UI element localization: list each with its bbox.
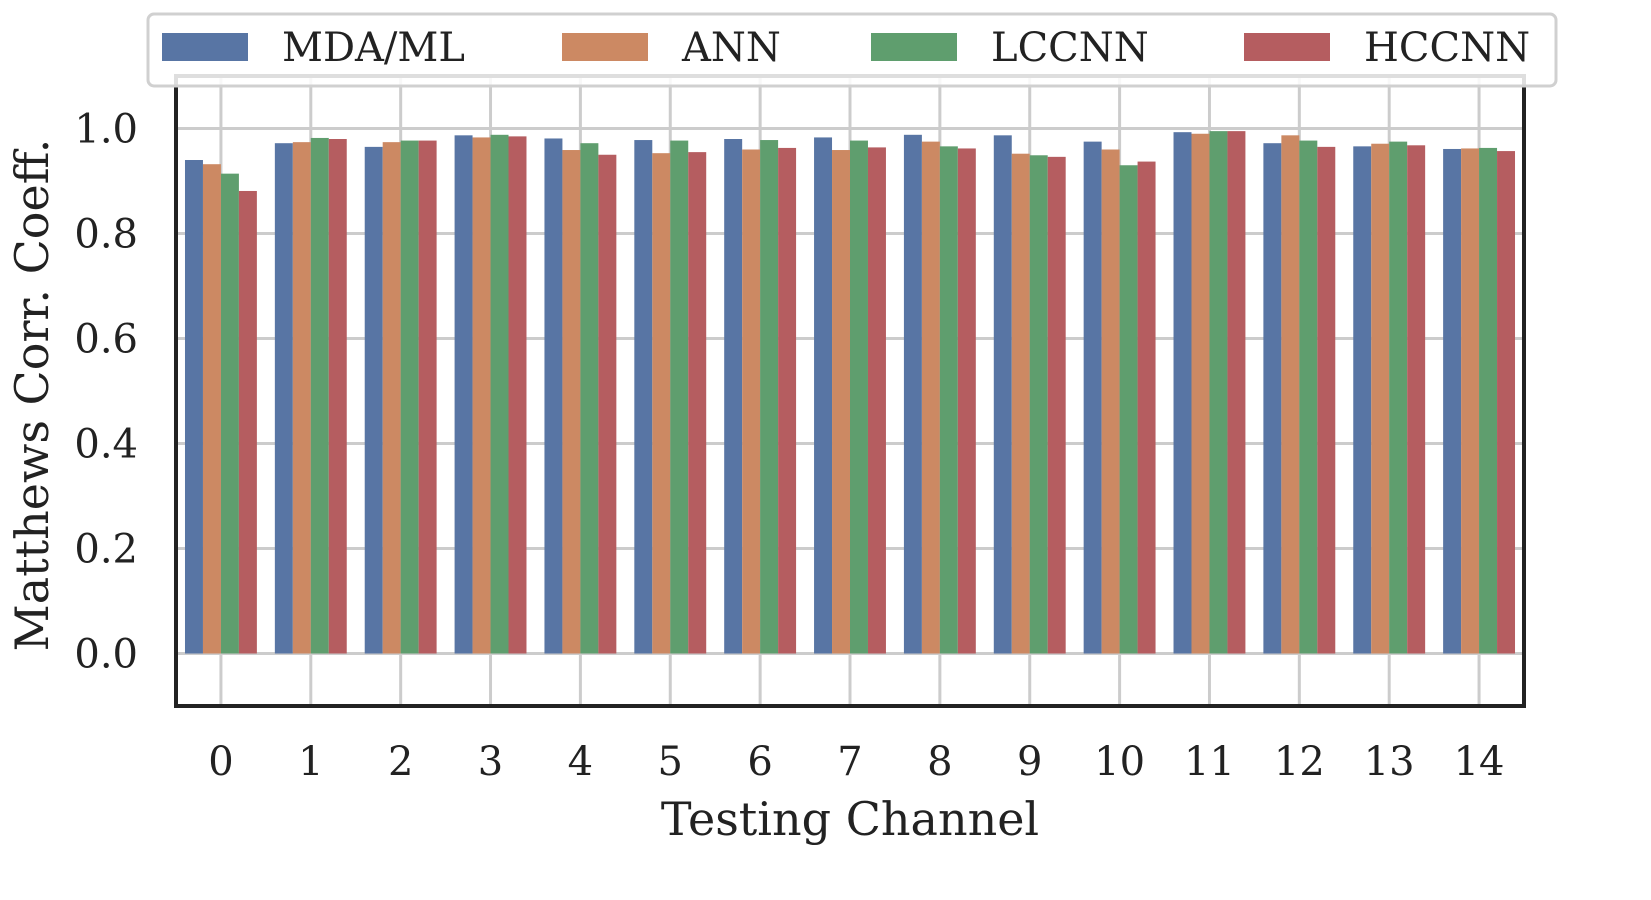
- bar-ann-ch13: [1371, 143, 1390, 654]
- bar-hccnn-ch2: [418, 140, 437, 654]
- bar-hccnn-ch9: [1047, 156, 1066, 654]
- bar-mda-ml-ch13: [1353, 146, 1372, 654]
- bar-ann-ch10: [1101, 149, 1120, 654]
- y-tick-label: 0.4: [74, 422, 138, 468]
- bar-ann-ch7: [832, 150, 850, 654]
- bar-ann-ch3: [472, 137, 491, 654]
- bar-mda-ml-ch4: [544, 138, 563, 654]
- x-tick-label: 11: [1184, 739, 1235, 785]
- bars: [184, 131, 1516, 654]
- x-tick-label: 10: [1094, 739, 1145, 785]
- y-tick-label: 0.0: [74, 632, 138, 678]
- x-tick-label: 6: [747, 739, 772, 785]
- x-tick-label: 1: [298, 739, 323, 785]
- bar-lccnn-ch8: [939, 146, 958, 654]
- bar-ann-ch0: [202, 164, 221, 654]
- bar-mda-ml-ch2: [364, 146, 383, 654]
- legend-swatch: [871, 33, 957, 61]
- bar-mda-ml-ch5: [634, 140, 653, 654]
- legend-label: HCCNN: [1364, 25, 1530, 71]
- legend-box: [146, 12, 1558, 88]
- x-tick-labels: 0 1 2 3 4 5 6 7 8 9 10 11 12 13 14: [208, 739, 1504, 785]
- bar-ann-ch2: [382, 142, 401, 654]
- bar-mda-ml-ch10: [1083, 141, 1102, 654]
- x-tick-label: 3: [478, 739, 503, 785]
- y-tick-labels: 0.0 0.2 0.4 0.6 0.8 1.0: [74, 107, 138, 678]
- bar-mda-ml-ch6: [724, 139, 743, 654]
- x-tick-label: 0: [208, 739, 233, 785]
- bar-mda-ml-ch3: [454, 135, 473, 654]
- bar-mda-ml-ch12: [1263, 143, 1282, 654]
- bar-mda-ml-ch0: [184, 160, 203, 654]
- y-axis-title: Matthews Corr. Coeff.: [5, 139, 59, 652]
- bar-hccnn-ch14: [1497, 151, 1516, 654]
- legend-label: LCCNN: [991, 25, 1149, 71]
- bar-lccnn-ch12: [1299, 140, 1318, 654]
- bar-hccnn-ch3: [508, 136, 527, 654]
- legend-swatch: [562, 33, 648, 61]
- x-tick-label: 9: [1017, 739, 1042, 785]
- bar-hccnn-ch0: [238, 190, 257, 654]
- bar-lccnn-ch5: [670, 140, 689, 654]
- bar-hccnn-ch13: [1407, 145, 1426, 654]
- bar-mda-ml-ch8: [903, 134, 922, 654]
- x-tick-label: 14: [1454, 739, 1505, 785]
- bar-hccnn-ch12: [1317, 146, 1336, 654]
- x-axis-title: Testing Channel: [661, 792, 1039, 846]
- bar-lccnn-ch10: [1119, 165, 1138, 654]
- bar-lccnn-ch4: [580, 143, 599, 654]
- bar-mda-ml-ch14: [1443, 148, 1462, 654]
- bar-ann-ch11: [1191, 133, 1210, 654]
- bar-lccnn-ch11: [1209, 131, 1228, 654]
- bar-lccnn-ch9: [1029, 155, 1048, 654]
- bar-lccnn-ch14: [1479, 147, 1498, 654]
- y-tick-label: 0.8: [74, 212, 138, 258]
- bar-ann-ch9: [1011, 153, 1030, 654]
- x-tick-label: 8: [927, 739, 952, 785]
- x-tick-label: 4: [568, 739, 593, 785]
- y-tick-label: 0.2: [74, 527, 138, 573]
- bar-ann-ch12: [1281, 135, 1300, 654]
- bar-mda-ml-ch11: [1173, 132, 1192, 654]
- bar-hccnn-ch8: [957, 148, 976, 654]
- x-tick-label: 2: [388, 739, 413, 785]
- bar-hccnn-ch4: [598, 154, 617, 654]
- legend-swatch: [162, 33, 248, 61]
- bar-lccnn-ch6: [760, 140, 779, 654]
- bar-ann-ch1: [292, 142, 311, 654]
- x-tick-label: 12: [1274, 739, 1325, 785]
- bar-ann-ch4: [562, 150, 581, 654]
- y-tick-label: 0.6: [74, 317, 138, 363]
- bar-lccnn-ch3: [490, 134, 509, 654]
- legend-label: ANN: [681, 25, 781, 71]
- bar-hccnn-ch7: [867, 147, 886, 654]
- bar-lccnn-ch0: [220, 173, 239, 654]
- bar-ann-ch14: [1461, 148, 1480, 654]
- bar-ann-ch5: [652, 153, 671, 654]
- bar-lccnn-ch13: [1389, 141, 1408, 654]
- x-tick-label: 7: [837, 739, 862, 785]
- bar-ann-ch6: [742, 149, 761, 654]
- bar-lccnn-ch1: [310, 137, 329, 654]
- bar-hccnn-ch6: [778, 147, 797, 654]
- legend: MDA/ML ANN LCCNN HCCNN: [146, 12, 1558, 88]
- bar-mda-ml-ch9: [993, 135, 1012, 654]
- bar-lccnn-ch7: [850, 140, 868, 654]
- bar-hccnn-ch1: [328, 139, 347, 654]
- bar-ann-ch8: [921, 141, 940, 654]
- bar-hccnn-ch11: [1227, 131, 1246, 654]
- legend-label: MDA/ML: [282, 25, 465, 71]
- bar-hccnn-ch5: [688, 152, 707, 654]
- bar-lccnn-ch2: [400, 140, 419, 654]
- bar-mda-ml-ch7: [814, 137, 833, 654]
- legend-swatch: [1244, 33, 1330, 61]
- bar-hccnn-ch10: [1137, 161, 1156, 654]
- bar-mda-ml-ch1: [274, 143, 293, 654]
- y-tick-label: 1.0: [74, 107, 138, 153]
- x-tick-label: 5: [658, 739, 683, 785]
- x-tick-label: 13: [1364, 739, 1415, 785]
